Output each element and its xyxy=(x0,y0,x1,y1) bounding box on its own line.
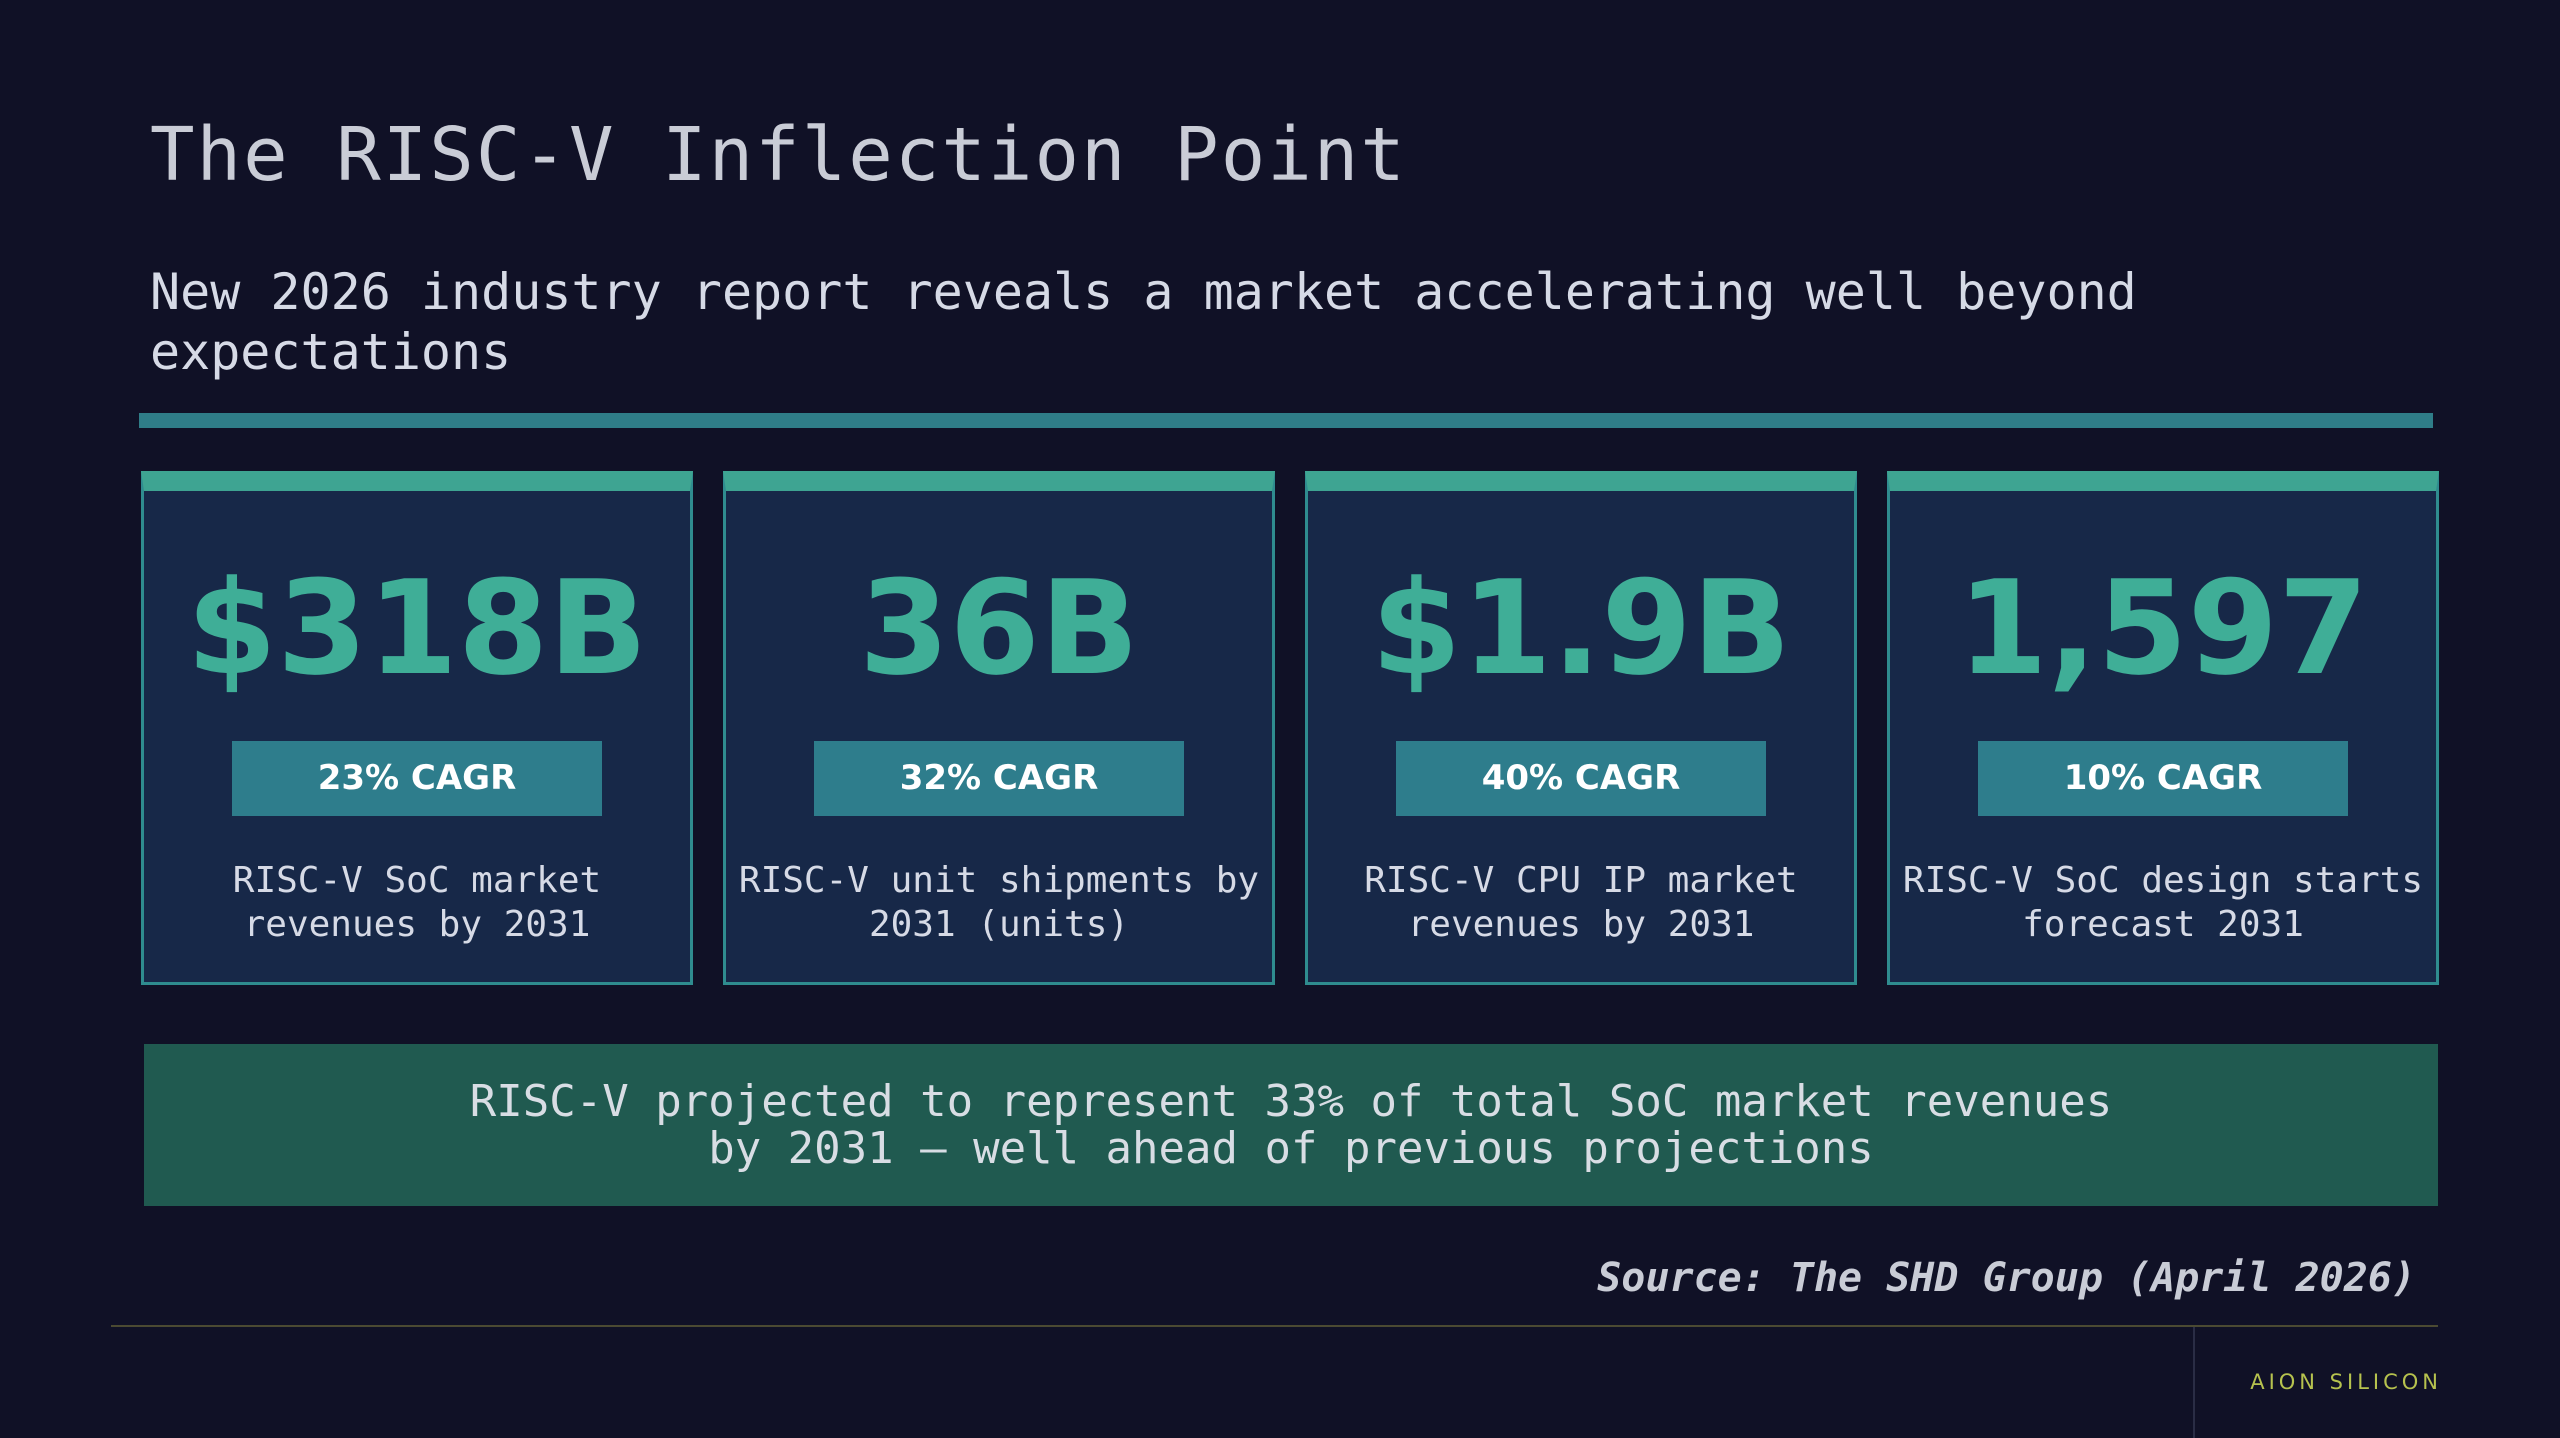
stat-card-cpu-ip: $1.9B 40% CAGR RISC-V CPU IP market reve… xyxy=(1305,471,1857,985)
stat-value: 36B xyxy=(859,552,1139,704)
stat-card-design-starts: 1,597 10% CAGR RISC-V SoC design starts … xyxy=(1887,471,2439,985)
stat-description: RISC-V SoC market revenues by 2031 xyxy=(232,860,602,945)
cagr-badge: 40% CAGR xyxy=(1396,741,1766,816)
footer-divider xyxy=(111,1325,2438,1327)
cagr-badge: 32% CAGR xyxy=(814,741,1184,816)
stat-value: $1.9B xyxy=(1371,552,1791,704)
slide-subtitle: New 2026 industry report reveals a marke… xyxy=(150,263,2137,381)
stat-card-soc-revenue: $318B 23% CAGR RISC-V SoC market revenue… xyxy=(141,471,693,985)
stat-description: RISC-V SoC design starts forecast 2031 xyxy=(1902,860,2424,945)
cagr-badge: 23% CAGR xyxy=(232,741,602,816)
stat-card-unit-shipments: 36B 32% CAGR RISC-V unit shipments by 20… xyxy=(723,471,1275,985)
stat-description: RISC-V CPU IP market revenues by 2031 xyxy=(1364,860,1798,945)
callout-banner: RISC-V projected to represent 33% of tot… xyxy=(144,1044,2438,1206)
slide-title: The RISC-V Inflection Point xyxy=(150,112,1407,198)
stat-description: RISC-V unit shipments by 2031 (units) xyxy=(738,860,1260,945)
title-divider xyxy=(139,413,2433,428)
stat-value: $318B xyxy=(186,552,648,704)
callout-text: RISC-V projected to represent 33% of tot… xyxy=(469,1076,2113,1174)
source-citation: Source: The SHD Group (April 2026) xyxy=(1597,1255,2416,1301)
stat-value: 1,597 xyxy=(1957,552,2369,704)
cagr-badge: 10% CAGR xyxy=(1978,741,2348,816)
footer-vertical-divider xyxy=(2193,1327,2195,1438)
brand-logo-text: AION SILICON xyxy=(2250,1370,2442,1394)
